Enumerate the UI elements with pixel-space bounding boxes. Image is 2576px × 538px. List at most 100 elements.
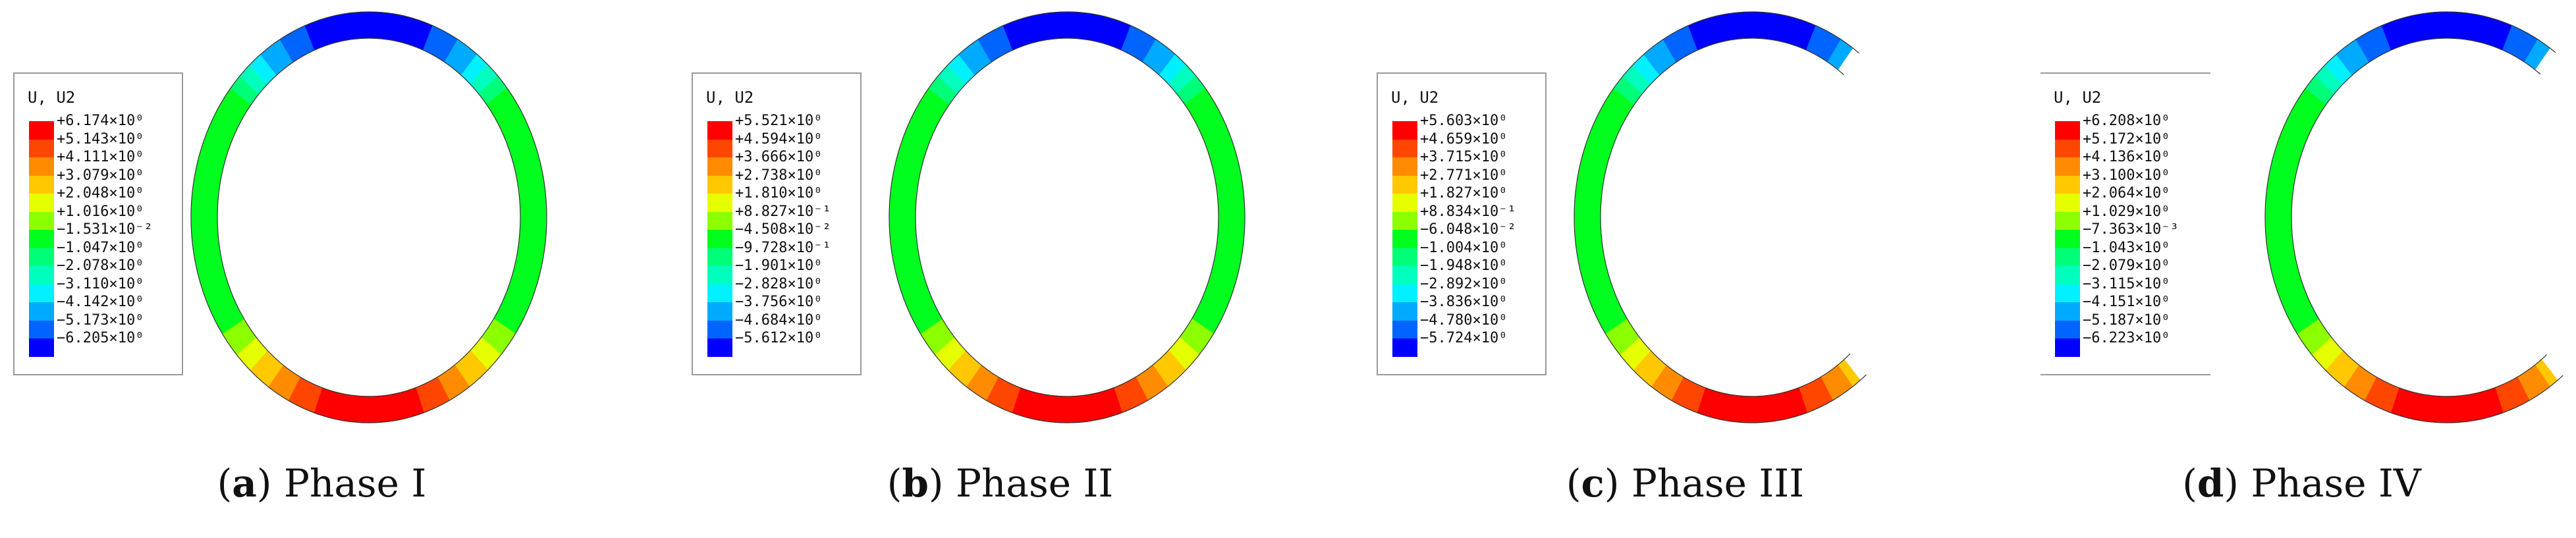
legend-swatch <box>707 211 732 230</box>
legend-value: +6.208×10⁰ <box>2083 113 2170 129</box>
legend-swatch <box>1392 266 1417 284</box>
legend-title: U, U2 <box>2054 88 2102 107</box>
legend-value: −3.756×10⁰ <box>735 294 823 310</box>
panel-title: Phase II <box>955 461 1114 506</box>
legend-labels: +5.521×10⁰ +4.594×10⁰ +3.666×10⁰ +2.738×10⁰… <box>735 112 831 348</box>
legend-value: −1.948×10⁰ <box>1420 257 1508 274</box>
legend-swatch <box>29 230 54 248</box>
legend-swatch <box>1392 338 1417 357</box>
legend-color-bar <box>29 121 54 357</box>
legend-swatch <box>707 121 732 140</box>
legend-swatch <box>1392 194 1417 212</box>
panel-phase-4: U, U2 +6.208×10⁰ +5.172×10⁰ +4.136×10⁰ +3.1… <box>2027 0 2576 538</box>
ring-segment <box>190 217 218 223</box>
legend-swatch <box>707 248 732 266</box>
panel-caption: (d) Phase IV <box>2182 461 2421 506</box>
legend-swatch <box>2055 230 2080 248</box>
ring-outline <box>915 38 1219 397</box>
legend-value: −2.079×10⁰ <box>2083 257 2170 274</box>
legend-swatch <box>1392 248 1417 266</box>
legend-value: +6.174×10⁰ <box>57 113 144 129</box>
panel-label: d <box>2197 461 2224 506</box>
legend-swatch <box>2055 121 2080 140</box>
ring-outline <box>1574 11 1931 423</box>
ring-segment <box>364 11 370 39</box>
legend-swatch <box>29 194 54 212</box>
legend-value: −1.531×10⁻² <box>57 221 153 238</box>
legend-swatch <box>1392 211 1417 230</box>
legend-swatch <box>707 139 732 157</box>
legend-value: −6.205×10⁰ <box>57 330 144 346</box>
legend-swatch <box>2055 211 2080 230</box>
legend-swatch <box>2055 139 2080 157</box>
legend-swatch <box>707 175 732 194</box>
legend-swatch <box>29 157 54 176</box>
ring-outline <box>889 11 1246 423</box>
legend-value: +2.064×10⁰ <box>2083 185 2170 202</box>
legend-value: +2.048×10⁰ <box>57 185 144 202</box>
legend-swatch <box>707 302 732 321</box>
legend-swatch <box>2055 194 2080 212</box>
legend-labels: +6.174×10⁰ +5.143×10⁰ +4.111×10⁰ +3.079×10⁰… <box>57 112 153 348</box>
legend-swatch <box>1392 121 1417 140</box>
ring-contour <box>2264 11 2576 423</box>
legend-value: −2.828×10⁰ <box>735 275 823 292</box>
legend-color-bar <box>1392 121 1417 357</box>
panel-label: b <box>902 461 929 506</box>
legend-swatch <box>1392 302 1417 321</box>
legend-value: +4.594×10⁰ <box>735 130 823 148</box>
legend-swatch <box>1392 284 1417 302</box>
legend-value: −4.780×10⁰ <box>1420 311 1508 329</box>
ring-outline <box>1600 38 1904 397</box>
legend-swatch <box>1392 320 1417 338</box>
panel-caption: (b) Phase II <box>887 461 1114 506</box>
legend-value: −3.115×10⁰ <box>2083 275 2170 292</box>
legend-color-bar <box>2055 121 2080 357</box>
legend-swatch <box>1392 230 1417 248</box>
legend-swatch <box>707 320 732 338</box>
legend-title: U, U2 <box>1391 88 1439 107</box>
legend-swatch <box>2055 338 2080 357</box>
panel-caption: (c) Phase III <box>1566 461 1805 506</box>
ring-outline <box>190 11 547 423</box>
legend-value: +4.111×10⁰ <box>57 149 144 165</box>
legend-swatch <box>707 266 732 284</box>
legend-swatch <box>29 320 54 338</box>
ring-outline <box>217 38 521 397</box>
legend-swatch <box>29 338 54 357</box>
legend-swatch <box>29 139 54 157</box>
legend-swatch <box>707 230 732 248</box>
legend-value: +8.834×10⁻¹ <box>1420 203 1516 220</box>
legend-swatch <box>2055 175 2080 194</box>
legend-value: +3.666×10⁰ <box>735 149 823 165</box>
panel-title: Phase IV <box>2251 461 2421 506</box>
ring-contour <box>889 11 1246 423</box>
legend-value: −1.004×10⁰ <box>1420 239 1508 256</box>
panel-phase-2: U, U2 +5.521×10⁰ +4.594×10⁰ +3.666×10⁰ +2.7… <box>678 0 1322 538</box>
legend-value: −5.724×10⁰ <box>1420 330 1508 346</box>
ring-segment <box>368 396 374 423</box>
ring-segment <box>1747 11 1753 39</box>
legend-swatch <box>29 175 54 194</box>
legend-value: −4.508×10⁻² <box>735 221 831 238</box>
legend-value: −1.901×10⁰ <box>735 257 823 274</box>
legend-value: +5.521×10⁰ <box>735 113 823 129</box>
ring-contour <box>190 11 547 423</box>
legend-value: −3.110×10⁰ <box>57 275 144 292</box>
legend-swatch <box>2055 284 2080 302</box>
legend-swatch <box>29 284 54 302</box>
panel-caption: (a) Phase I <box>217 461 427 506</box>
legend-swatch <box>707 284 732 302</box>
legend-value: +5.143×10⁰ <box>57 130 144 148</box>
legend-swatch <box>1392 175 1417 194</box>
legend-title: U, U2 <box>28 88 76 107</box>
legend-swatch <box>1392 157 1417 176</box>
legend-value: −9.728×10⁻¹ <box>735 239 831 256</box>
legend-value: −5.612×10⁰ <box>735 330 823 346</box>
legend-value: +5.172×10⁰ <box>2083 130 2170 148</box>
legend-value: −6.223×10⁰ <box>2083 330 2170 346</box>
ring-segment <box>1062 11 1068 39</box>
ring-segment <box>1751 396 1757 423</box>
panel-title: Phase III <box>1631 461 1805 506</box>
ring-outline <box>2264 11 2576 423</box>
